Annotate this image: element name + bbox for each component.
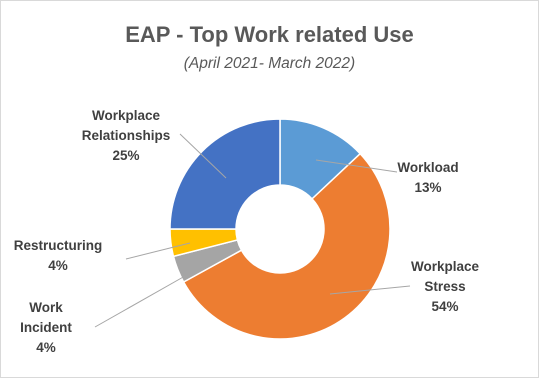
leader-line (315, 159, 398, 173)
leader-line (179, 133, 227, 179)
leader-line (329, 285, 411, 295)
chart-title: EAP - Top Work related Use (125, 22, 414, 47)
data-label: Workplace Relationships 25% (82, 108, 171, 163)
data-label: Workload 13% (397, 160, 458, 195)
data-label: Workplace Stress 54% (411, 259, 480, 314)
data-label: Work Incident 4% (20, 300, 72, 355)
leader-line (125, 242, 191, 260)
slice-workplace-relationships (169, 118, 281, 230)
leader-line (94, 275, 186, 328)
data-label: Restructuring 4% (14, 238, 103, 273)
slice-workplace-stress (182, 152, 391, 340)
chart-subtitle: (April 2021- March 2022) (183, 55, 356, 72)
